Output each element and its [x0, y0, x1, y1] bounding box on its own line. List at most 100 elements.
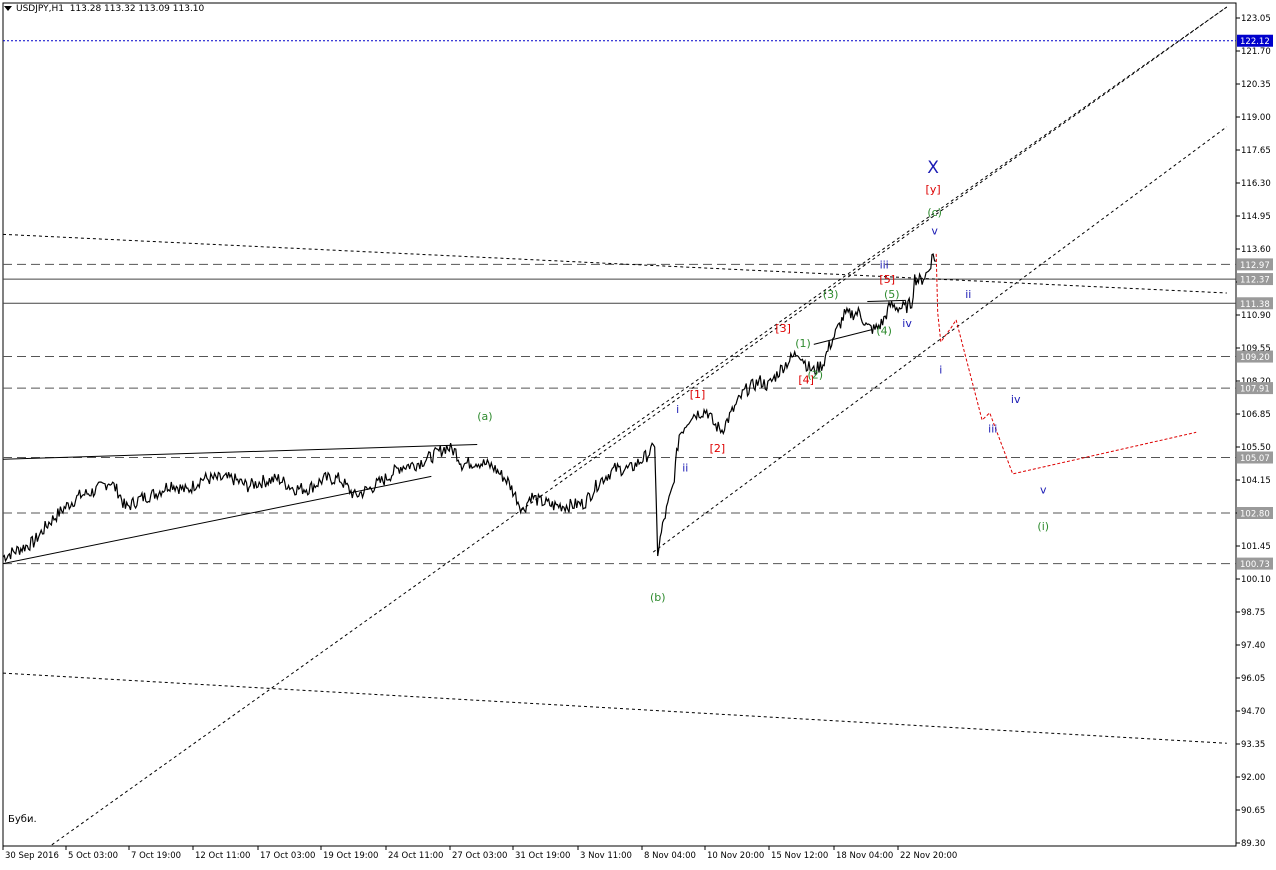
chart-header: USDJPY,H1 113.28 113.32 113.09 113.10	[4, 4, 204, 14]
x-tick-label-3: 12 Oct 11:00	[195, 851, 250, 861]
y-tick-label-10: 109.55	[1241, 344, 1271, 354]
x-tick-label-11: 10 Nov 20:00	[707, 851, 764, 861]
wave-label-9: [2]	[710, 442, 726, 455]
price-tag-bg-0	[1237, 34, 1273, 47]
plot-frame	[2, 2, 1237, 847]
price-tag-bg-5	[1237, 382, 1273, 395]
trendline-3	[867, 299, 906, 303]
x-tick-label-0: 30 Sep 2016	[5, 851, 59, 861]
wave-label-20: i	[939, 364, 942, 377]
x-tick-label-1: 5 Oct 03:00	[68, 851, 118, 861]
wave-projection	[935, 253, 1197, 475]
y-tick-label-25: 89.30	[1241, 839, 1265, 849]
trendline-8	[652, 126, 1228, 553]
x-tick-label-2: 7 Oct 19:00	[131, 851, 181, 861]
y-tick-label-18: 98.75	[1241, 608, 1265, 618]
collapse-arrow-icon[interactable]	[4, 6, 12, 11]
price-tag-7: 102.80	[1240, 510, 1270, 520]
y-tick-label-6: 114.95	[1241, 212, 1271, 222]
x-tick-label-10: 8 Nov 04:00	[644, 851, 696, 861]
trendline-0	[3, 475, 432, 565]
wave-label-19: iv	[902, 317, 912, 330]
y-tick-label-9: 110.90	[1241, 311, 1271, 321]
wave-label-8: [1]	[690, 388, 706, 401]
x-tick-label-8: 31 Oct 19:00	[515, 851, 570, 861]
trendline-1	[3, 444, 478, 460]
price-tag-bg-2	[1237, 273, 1273, 286]
wave-label-16: (5)	[884, 288, 900, 301]
y-tick-label-5: 116.30	[1241, 179, 1271, 189]
price-tag-8: 100.73	[1240, 560, 1270, 570]
wave-label-15: (4)	[876, 325, 892, 338]
y-tick-label-19: 97.40	[1241, 641, 1265, 651]
y-tick-label-14: 104.15	[1241, 476, 1271, 486]
x-tick-label-9: 3 Nov 11:00	[580, 851, 632, 861]
y-tick-label-24: 90.65	[1241, 806, 1265, 816]
y-tick-label-1: 121.70	[1241, 47, 1271, 57]
trendline-2	[813, 329, 873, 345]
price-tag-3: 111.38	[1240, 300, 1270, 310]
wave-label-21: ii	[965, 288, 971, 301]
trendline-group	[3, 6, 1228, 846]
wave-label-1: [y]	[926, 183, 941, 196]
x-tick-label-6: 24 Oct 11:00	[388, 851, 443, 861]
wave-label-5: (b)	[650, 591, 666, 604]
wave-label-23: iv	[1011, 393, 1021, 406]
price-tag-bg-3	[1237, 297, 1273, 310]
price-tag-bg-1	[1237, 258, 1273, 271]
y-tick-label-12: 106.85	[1241, 410, 1271, 420]
y-tick-label-23: 92.00	[1241, 773, 1265, 783]
y-tick-label-4: 117.65	[1241, 146, 1271, 156]
price-tag-5: 107.91	[1240, 385, 1270, 395]
wave-label-11: [4]	[798, 373, 814, 386]
y-tick-label-3: 119.00	[1241, 113, 1271, 123]
wave-label-4: (a)	[477, 410, 492, 423]
trendline-4	[3, 233, 1227, 294]
wave-label-7: ii	[682, 461, 688, 474]
wave-label-17: [5]	[879, 273, 895, 286]
y-tick-label-21: 94.70	[1241, 707, 1265, 717]
y-tick-label-20: 96.05	[1241, 674, 1265, 684]
price-tag-bg-8	[1237, 557, 1273, 570]
price-tag-0: 122.12	[1240, 37, 1270, 47]
ohlc-label: 113.28 113.32 113.09 113.10	[69, 4, 205, 14]
y-tick-label-17: 100.10	[1241, 575, 1271, 585]
price-tag-bg-4	[1237, 350, 1273, 363]
y-tick-label-22: 93.35	[1241, 740, 1265, 750]
y-tick-label-16: 101.45	[1241, 542, 1271, 552]
price-tag-bg-7	[1237, 507, 1273, 519]
wave-label-0: X	[927, 158, 939, 178]
x-tick-label-14: 22 Nov 20:00	[900, 851, 957, 861]
wave-label-2: (c)	[927, 206, 942, 219]
x-tick-label-7: 27 Oct 03:00	[452, 851, 507, 861]
symbol-label: USDJPY,H1	[16, 4, 64, 14]
price-tag-1: 112.97	[1240, 261, 1270, 271]
wave-label-14: (3)	[823, 288, 839, 301]
x-tick-label-4: 17 Oct 03:00	[260, 851, 315, 861]
wave-label-13: (2)	[808, 369, 824, 382]
trendline-7	[553, 6, 1228, 482]
x-tick-label-12: 15 Nov 12:00	[771, 851, 828, 861]
price-tag-4: 109.20	[1240, 353, 1270, 363]
price-tag-2: 112.37	[1240, 276, 1270, 286]
price-series-0	[2, 253, 937, 563]
trendline-6	[49, 6, 1228, 846]
price-tag-6: 105.07	[1240, 454, 1270, 464]
price-tag-bg-6	[1237, 451, 1273, 464]
wave-label-10: [3]	[775, 322, 791, 335]
wave-label-22: iii	[988, 422, 997, 435]
wave-label-12: (1)	[795, 337, 811, 350]
author-note: Буби.	[8, 814, 37, 825]
wave-label-25: (i)	[1037, 520, 1049, 533]
y-tick-label-2: 120.35	[1241, 80, 1271, 90]
y-tick-label-0: 123.05	[1241, 14, 1271, 24]
y-tick-label-13: 105.50	[1241, 443, 1271, 453]
wave-label-24: v	[1040, 483, 1047, 496]
trendline-5	[3, 672, 1227, 744]
x-tick-label-5: 19 Oct 19:00	[323, 851, 378, 861]
wave-label-18: iii	[880, 259, 889, 272]
y-tick-label-11: 108.20	[1241, 377, 1271, 387]
y-tick-label-7: 113.60	[1241, 245, 1271, 255]
